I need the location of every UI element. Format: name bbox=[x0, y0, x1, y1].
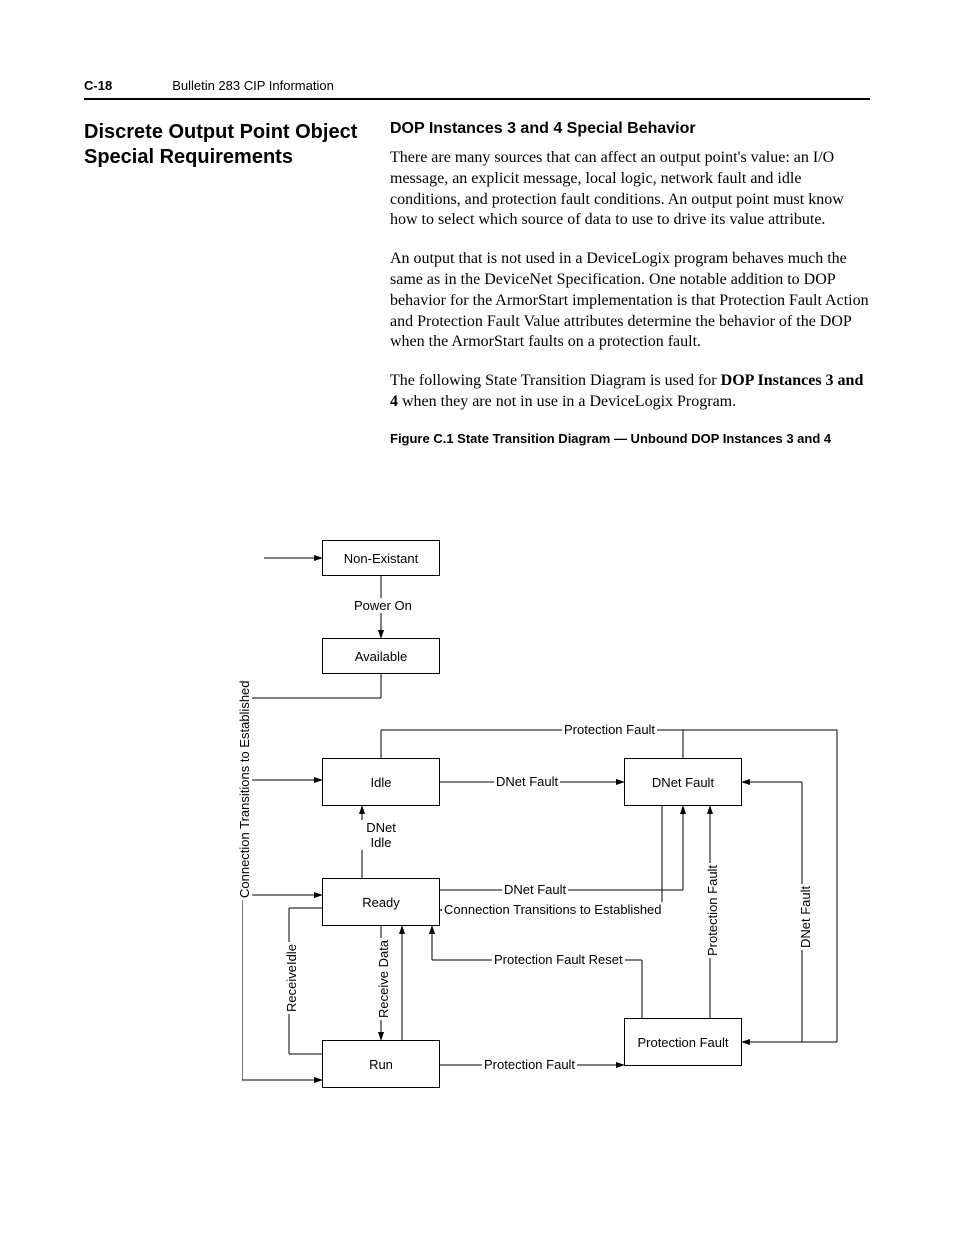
label-ready-to-dnetfault: DNet Fault bbox=[502, 882, 568, 897]
figure-caption: Figure C.1 State Transition Diagram — Un… bbox=[390, 431, 870, 446]
section-heading: Discrete Output Point Object Special Req… bbox=[84, 120, 364, 170]
label-receive-data: Receive Data bbox=[376, 938, 391, 1020]
page-header: C-18 Bulletin 283 CIP Information bbox=[84, 78, 870, 99]
label-receive-idle: ReceiveIdle bbox=[284, 942, 299, 1014]
state-protection-fault: Protection Fault bbox=[624, 1018, 742, 1066]
state-available: Available bbox=[322, 638, 440, 674]
label-power-on: Power On bbox=[352, 598, 414, 613]
chapter-title: Bulletin 283 CIP Information bbox=[172, 78, 334, 93]
state-transition-diagram: Non-Existant Available Idle Ready Run DN… bbox=[242, 520, 862, 1140]
paragraph-1: There are many sources that can affect a… bbox=[390, 148, 870, 231]
p3-pre: The following State Transition Diagram i… bbox=[390, 372, 721, 389]
left-column: Discrete Output Point Object Special Req… bbox=[84, 120, 364, 170]
state-ready: Ready bbox=[322, 878, 440, 926]
label-prot-fault-reset: Protection Fault Reset bbox=[492, 952, 625, 967]
label-dnet-idle: DNet Idle bbox=[352, 820, 410, 850]
state-run: Run bbox=[322, 1040, 440, 1088]
label-protfault-to-dnetfault: Protection Fault bbox=[705, 863, 720, 958]
label-conn-est-left: Connection Transitions to Established bbox=[237, 678, 252, 900]
state-idle: Idle bbox=[322, 758, 440, 806]
state-dnet-fault: DNet Fault bbox=[624, 758, 742, 806]
paragraph-3: The following State Transition Diagram i… bbox=[390, 371, 870, 413]
label-run-to-protfault: Protection Fault bbox=[482, 1057, 577, 1072]
label-idle-to-dnetfault: DNet Fault bbox=[494, 774, 560, 789]
label-right-dnetfault: DNet Fault bbox=[798, 884, 813, 950]
header-rule bbox=[84, 98, 870, 100]
label-top-protfault: Protection Fault bbox=[562, 722, 657, 737]
p3-post: when they are not in use in a DeviceLogi… bbox=[398, 393, 736, 410]
page-number: C-18 bbox=[84, 78, 112, 93]
paragraph-2: An output that is not used in a DeviceLo… bbox=[390, 249, 870, 353]
state-nonexistant: Non-Existant bbox=[322, 540, 440, 576]
sub-heading: DOP Instances 3 and 4 Special Behavior bbox=[390, 120, 870, 138]
right-column: DOP Instances 3 and 4 Special Behavior T… bbox=[390, 120, 870, 446]
label-dnetfault-to-ready: Connection Transitions to Established bbox=[442, 902, 664, 917]
